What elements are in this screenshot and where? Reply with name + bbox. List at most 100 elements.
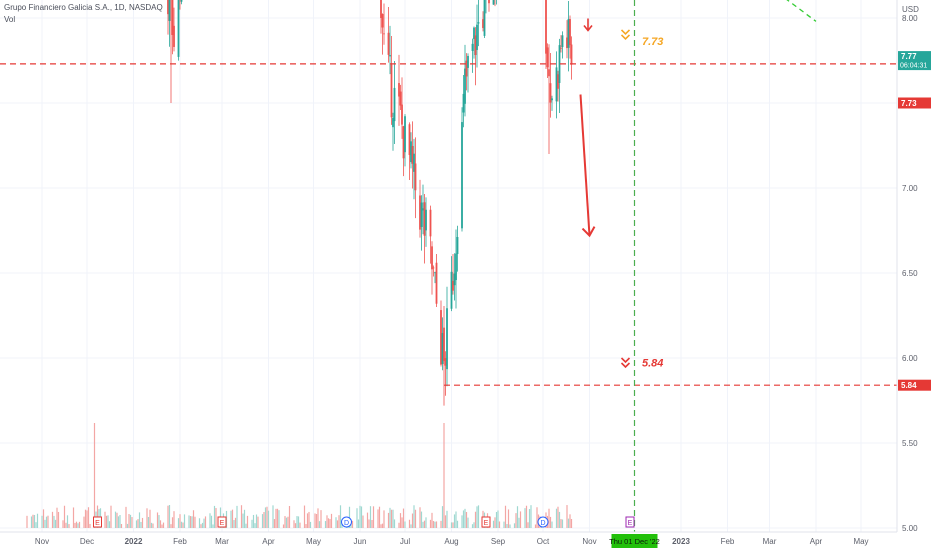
volume-bar	[26, 515, 28, 528]
candle	[474, 27, 477, 86]
time-tick-label: Dec	[80, 537, 94, 546]
candle-body	[555, 67, 558, 102]
candle-body	[567, 18, 570, 48]
candle-body	[402, 126, 405, 159]
volume-bar	[566, 505, 568, 528]
volume-bar	[341, 523, 343, 528]
level-label-584: 5.84	[642, 358, 663, 370]
candle-body	[434, 272, 436, 274]
volume-bar	[368, 519, 370, 528]
price-tick-label: 5.00	[902, 524, 918, 533]
time-axis-background	[0, 532, 897, 550]
earnings-icon	[93, 516, 102, 528]
volume-bar	[66, 515, 69, 528]
volume-bar	[509, 524, 511, 528]
volume-bar	[356, 508, 358, 528]
candle	[393, 60, 396, 144]
volume-bar	[173, 511, 175, 528]
volume-bar	[210, 515, 213, 528]
volume-bar	[140, 521, 142, 528]
volume-bar	[267, 510, 270, 528]
candle-body	[425, 209, 427, 231]
volume-bar	[387, 512, 390, 528]
candle	[401, 77, 403, 139]
candle	[413, 138, 415, 200]
volume-bar	[156, 512, 159, 528]
volume-bar	[192, 510, 195, 528]
candle-body	[168, 0, 171, 21]
volume-bar	[44, 519, 46, 528]
candle-body	[171, 0, 174, 35]
volume-bar	[372, 506, 375, 528]
volume-bar	[114, 511, 117, 528]
currency-label: USD	[902, 5, 919, 14]
volume-bar	[366, 512, 369, 528]
volume-bar	[30, 516, 33, 528]
candle	[471, 38, 474, 73]
earnings-marker[interactable]: E	[625, 516, 635, 528]
dividend-icon	[341, 516, 352, 528]
volume-bar	[519, 511, 522, 528]
candle-body	[483, 0, 486, 36]
candle-body	[560, 47, 562, 49]
volume-bar	[117, 516, 120, 528]
candle-body	[452, 280, 454, 291]
dividend-marker[interactable]: D	[537, 516, 549, 528]
volume-bar	[168, 505, 171, 528]
volume-bar	[170, 524, 172, 528]
candle	[455, 229, 457, 309]
volume-bar	[234, 517, 237, 528]
volume-bar	[77, 523, 79, 528]
candle-body	[453, 273, 456, 286]
volume-bar	[569, 514, 571, 528]
volume-bar	[558, 511, 561, 528]
volume-bar	[65, 522, 67, 528]
volume-bar	[62, 520, 64, 528]
candle	[461, 107, 463, 232]
volume-bar	[378, 506, 381, 528]
time-tick-label: 2023	[672, 537, 690, 546]
candle	[549, 52, 552, 118]
volume-bar	[179, 514, 181, 528]
candle-body	[435, 262, 438, 304]
candle	[482, 11, 484, 32]
volume-bar	[141, 517, 144, 528]
candle-body	[492, 0, 495, 5]
time-tick-label: Apr	[262, 537, 275, 546]
volume-bar	[315, 514, 318, 528]
candle-body	[545, 0, 547, 54]
volume-bar	[422, 521, 424, 528]
candle-body	[404, 116, 406, 153]
event-letter: D	[344, 520, 349, 527]
earnings-icon	[217, 516, 227, 528]
earnings-marker[interactable]: E	[481, 516, 491, 528]
volume-bar	[177, 518, 180, 528]
earnings-marker[interactable]: E	[217, 516, 227, 528]
volume-bar	[84, 509, 87, 528]
candle	[411, 121, 414, 189]
volume-bar	[471, 524, 474, 528]
price-tick-label: 6.00	[902, 354, 918, 363]
volume-bar	[293, 520, 295, 528]
volume-bar	[126, 523, 129, 528]
candle	[420, 195, 423, 251]
candle-body	[549, 83, 552, 103]
volume-bar	[263, 512, 265, 528]
time-tick-label: Sep	[491, 537, 506, 546]
volume-bar	[324, 521, 327, 528]
volume-bar	[504, 505, 507, 528]
candle	[383, 3, 385, 45]
double-chevron-584-icon	[620, 357, 631, 369]
volume-bar	[243, 509, 246, 528]
volume-bar	[515, 513, 517, 528]
event-letter: D	[540, 520, 545, 527]
volume-bar	[497, 510, 499, 528]
volume-bar	[359, 505, 361, 528]
earnings-marker[interactable]: E	[93, 516, 102, 528]
dividend-marker[interactable]: D	[341, 516, 352, 528]
volume-bar	[411, 513, 414, 528]
candle	[446, 286, 448, 387]
volume-bar	[72, 507, 75, 528]
candle	[477, 0, 480, 47]
